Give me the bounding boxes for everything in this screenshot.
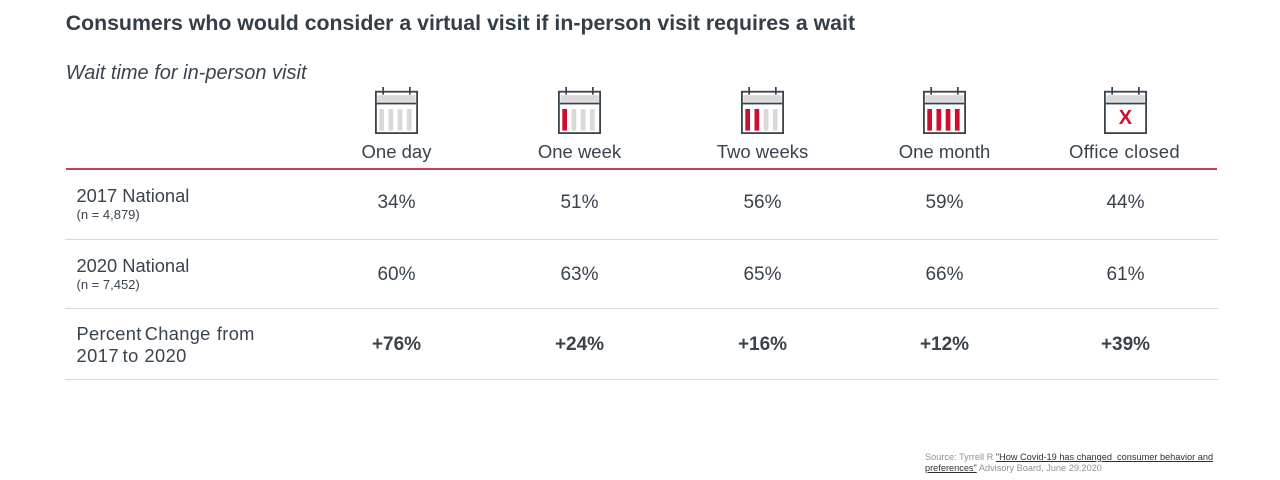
svg-text:X: X [1119, 107, 1133, 129]
